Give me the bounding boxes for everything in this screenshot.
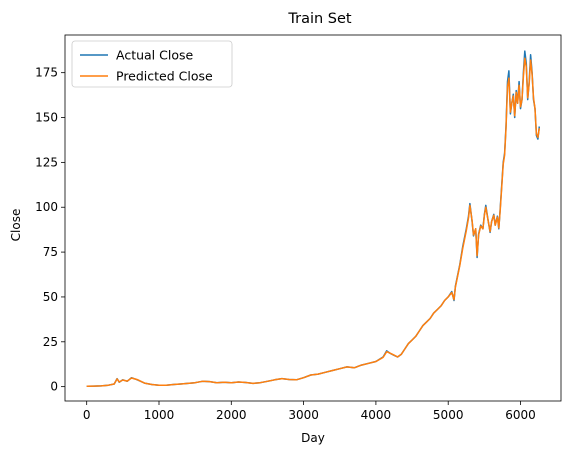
y-tick-label: 0 <box>50 380 58 394</box>
legend: Actual Close Predicted Close <box>71 40 233 88</box>
y-tick-label: 175 <box>35 66 58 80</box>
series-line-predicted-close <box>86 57 541 388</box>
y-tick-label: 100 <box>35 200 58 214</box>
y-tick-label: 75 <box>43 245 58 259</box>
y-axis-label: Close <box>9 209 23 242</box>
chart-title: Train Set <box>287 11 352 27</box>
legend-box <box>71 40 233 88</box>
y-tick-label: 25 <box>43 335 58 349</box>
legend-label: Actual Close <box>116 48 193 63</box>
plot-area: 0 1000 2000 3000 4000 5000 6000 0 25 50 75 100 125 15… <box>35 34 562 422</box>
x-tick-label: 3000 <box>288 408 319 422</box>
x-axis-label: Day <box>301 431 325 445</box>
x-tick-label: 5000 <box>433 408 464 422</box>
axes-frame <box>64 34 562 402</box>
y-tick-label: 50 <box>43 290 58 304</box>
x-tick-label: 0 <box>83 408 91 422</box>
y-tick-label: 150 <box>35 111 58 125</box>
x-tick-label: 4000 <box>361 408 392 422</box>
x-tick-label: 1000 <box>144 408 175 422</box>
legend-label: Predicted Close <box>116 69 213 84</box>
x-tick-label: 2000 <box>216 408 247 422</box>
y-tick-label: 125 <box>35 155 58 169</box>
x-tick-label: 6000 <box>505 408 536 422</box>
